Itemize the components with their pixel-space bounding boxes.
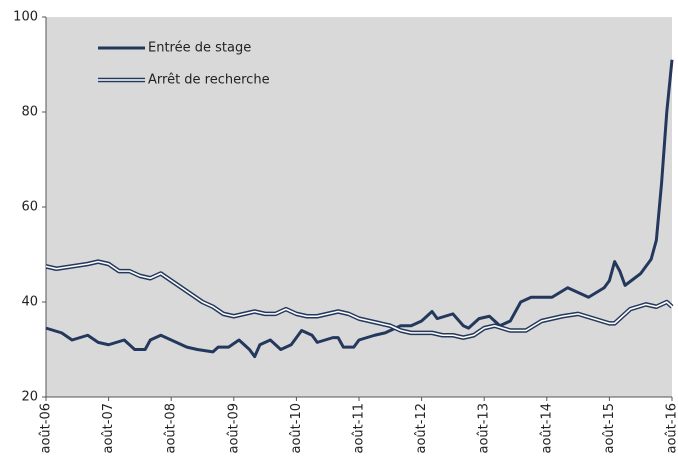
x-tick-label: août-16 [665, 403, 678, 454]
x-tick-label: août-11 [352, 403, 367, 454]
plot-area [46, 17, 672, 397]
legend-label: Arrêt de recherche [148, 73, 270, 88]
x-tick-label: août-06 [39, 403, 54, 454]
y-tick-label: 40 [21, 295, 38, 310]
x-tick-label: août-12 [414, 403, 429, 454]
x-tick-label: août-10 [289, 403, 304, 454]
x-tick-label: août-08 [164, 403, 179, 454]
y-tick-label: 20 [21, 390, 38, 405]
x-tick-label: août-13 [477, 403, 492, 454]
y-tick-label: 80 [21, 105, 38, 120]
x-tick-label: août-07 [101, 403, 116, 454]
x-tick-label: août-15 [602, 403, 617, 454]
y-tick-label: 60 [21, 200, 38, 215]
series-line [45, 59, 674, 359]
legend-label: Entrée de stage [148, 41, 251, 56]
y-tick-label: 100 [13, 10, 38, 25]
x-tick-label: août-09 [226, 403, 241, 454]
series-line-inner [45, 260, 673, 339]
x-tick-label: août-14 [539, 403, 554, 454]
